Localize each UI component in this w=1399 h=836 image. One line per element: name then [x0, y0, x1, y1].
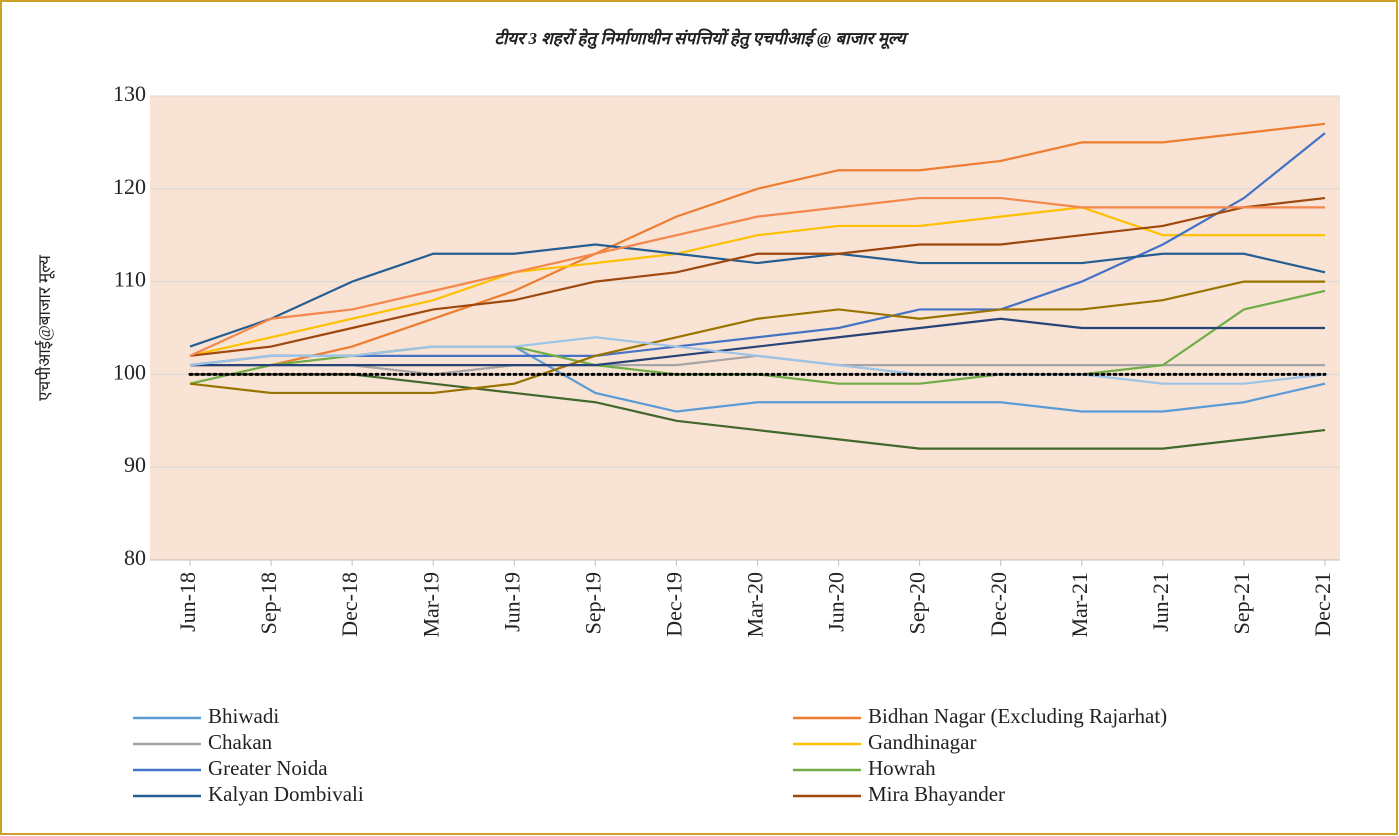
legend-label: Mira Bhayander [868, 782, 1005, 806]
y-tick-label: 130 [113, 81, 146, 106]
x-tick-label: Dec-18 [337, 572, 362, 637]
y-axis-label: एचपीआई@बाजार मूल्य [34, 254, 55, 401]
x-tick-label: Mar-19 [418, 572, 443, 638]
series-line [190, 317, 1325, 367]
legend-label: Kalyan Dombivali [208, 782, 364, 806]
legend-label: Bidhan Nagar (Excluding Rajarhat) [868, 704, 1167, 728]
y-tick-label: 90 [124, 452, 146, 477]
legend-label: Bhiwadi [208, 704, 279, 728]
x-tick-label: Sep-20 [905, 572, 930, 634]
series-line [189, 196, 1326, 357]
x-tick-label: Sep-21 [1229, 572, 1254, 634]
x-tick-label: Sep-18 [256, 572, 281, 634]
series-line [190, 373, 1326, 450]
legend-label: Gandhinagar [868, 730, 976, 754]
series-line [189, 196, 1325, 357]
x-tick-label: Dec-20 [986, 572, 1011, 637]
x-tick-label: Jun-19 [499, 572, 524, 632]
series-line [189, 280, 1325, 395]
x-tick-label: Sep-19 [580, 572, 605, 634]
y-tick-label: 80 [124, 545, 146, 570]
series-line [189, 243, 1326, 348]
x-tick-label: Jun-20 [824, 572, 849, 632]
x-tick-label: Dec-19 [661, 572, 686, 637]
x-tick-label: Mar-21 [1067, 572, 1092, 638]
legend-label: Howrah [868, 756, 936, 780]
y-tick-label: 110 [114, 267, 146, 292]
series-line [190, 122, 1326, 367]
y-tick-label: 100 [113, 359, 146, 384]
x-tick-label: Jun-21 [1148, 572, 1173, 632]
x-tick-label: Mar-20 [743, 572, 768, 638]
y-tick-label: 120 [113, 174, 146, 199]
series-line [189, 336, 1326, 385]
legend-label: Chakan [208, 730, 273, 754]
x-tick-label: Dec-21 [1310, 572, 1335, 637]
x-tick-label: Jun-18 [175, 572, 200, 632]
legend-label: Greater Noida [208, 756, 328, 780]
chart-title: टीयर 3 शहरों हेतु निर्माणाधीन संपत्तियों… [494, 28, 909, 50]
series-line [189, 206, 1325, 357]
